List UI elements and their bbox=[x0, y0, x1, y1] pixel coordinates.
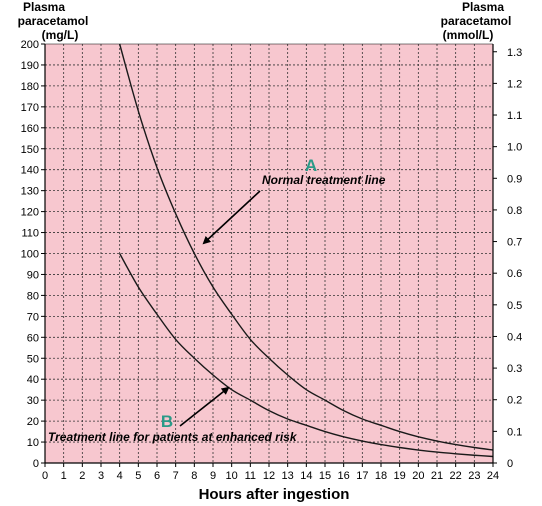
left-tick-label: 90 bbox=[27, 269, 39, 281]
x-tick-label: 18 bbox=[375, 470, 387, 482]
x-tick-label: 23 bbox=[468, 470, 480, 482]
x-tick-label: 8 bbox=[191, 470, 197, 482]
left-tick-label: 200 bbox=[21, 39, 39, 51]
x-tick-label: 24 bbox=[487, 470, 499, 482]
x-tick-label: 19 bbox=[394, 470, 406, 482]
right-tick-label: 0.3 bbox=[507, 363, 522, 375]
x-axis-ticks: 0 1 2 3 4 5 6 7 8 9 10 11 12 13 14 15 16 17 18 19 20 21 22 23 24 bbox=[42, 463, 499, 482]
right-tick-label: 0.7 bbox=[507, 237, 522, 249]
enhanced-risk-curve bbox=[119, 253, 494, 458]
left-tick-label: 0 bbox=[33, 458, 39, 470]
x-tick-label: 0 bbox=[42, 470, 48, 482]
normal-treatment-curve bbox=[118, 43, 494, 451]
right-tick-label: 0.1 bbox=[507, 426, 522, 438]
right-tick-label: 0.8 bbox=[507, 205, 522, 217]
x-tick-label: 15 bbox=[319, 470, 331, 482]
left-tick-label: 190 bbox=[21, 60, 39, 72]
left-axis-title-line2: paracetamol bbox=[18, 14, 89, 28]
left-tick-label: 130 bbox=[21, 186, 39, 198]
x-tick-label: 14 bbox=[300, 470, 312, 482]
left-axis-title-line1: Plasma bbox=[23, 0, 65, 14]
left-axis-ticks: 0 10 20 30 40 50 60 70 80 90 100 110 120 130 140 150 160… bbox=[21, 39, 45, 470]
right-tick-label: 0.2 bbox=[507, 395, 522, 407]
curve-b-letter: B bbox=[161, 412, 173, 431]
left-tick-label: 110 bbox=[21, 228, 39, 240]
left-tick-label: 10 bbox=[27, 437, 39, 449]
x-tick-label: 13 bbox=[282, 470, 294, 482]
left-axis-title-line3: (mg/L) bbox=[42, 28, 79, 42]
right-tick-label: 0.4 bbox=[507, 331, 522, 343]
right-tick-label: 1.3 bbox=[507, 47, 522, 59]
enhanced-risk-line-label: Treatment line for patients at enhanced … bbox=[48, 430, 298, 444]
x-tick-label: 21 bbox=[431, 470, 443, 482]
left-tick-label: 80 bbox=[27, 290, 39, 302]
right-axis-title-line3: (mmol/L) bbox=[443, 28, 494, 42]
x-tick-label: 20 bbox=[412, 470, 424, 482]
normal-line-arrow bbox=[202, 190, 261, 245]
right-axis-title-line1: Plasma bbox=[462, 0, 504, 14]
x-tick-label: 22 bbox=[450, 470, 462, 482]
left-tick-label: 50 bbox=[27, 353, 39, 365]
right-axis-title-line2: paracetamol bbox=[441, 14, 512, 28]
x-tick-label: 7 bbox=[173, 470, 179, 482]
left-tick-label: 180 bbox=[21, 81, 39, 93]
left-tick-label: 170 bbox=[21, 102, 39, 114]
x-tick-label: 6 bbox=[154, 470, 160, 482]
right-tick-label: 0.9 bbox=[507, 173, 522, 185]
left-tick-label: 140 bbox=[21, 165, 39, 177]
enhanced-line-arrow bbox=[179, 386, 230, 427]
left-tick-label: 20 bbox=[27, 416, 39, 428]
x-tick-label: 1 bbox=[61, 470, 67, 482]
x-tick-label: 11 bbox=[245, 470, 256, 482]
x-tick-label: 4 bbox=[117, 470, 123, 482]
x-tick-label: 5 bbox=[135, 470, 141, 482]
x-tick-label: 12 bbox=[263, 470, 275, 482]
right-axis-ticks: 0 0.1 0.2 0.3 0.4 0.5 0.6 0.7 0.8 0.9 1.0 1.1 1.2 1.3 bbox=[493, 47, 522, 470]
right-tick-label: 1.2 bbox=[507, 78, 522, 90]
x-tick-label: 16 bbox=[338, 470, 350, 482]
x-tick-label: 17 bbox=[356, 470, 368, 482]
right-tick-label: 1.1 bbox=[507, 110, 522, 122]
left-tick-label: 70 bbox=[27, 311, 39, 323]
left-tick-label: 40 bbox=[27, 374, 39, 386]
left-tick-label: 160 bbox=[21, 123, 39, 135]
left-tick-label: 30 bbox=[27, 395, 39, 407]
right-tick-label: 1.0 bbox=[507, 142, 522, 154]
right-tick-label: 0.6 bbox=[507, 268, 522, 280]
x-tick-label: 10 bbox=[226, 470, 238, 482]
x-tick-label: 2 bbox=[79, 470, 85, 482]
left-tick-label: 60 bbox=[27, 332, 39, 344]
right-tick-label: 0 bbox=[507, 458, 513, 470]
x-tick-label: 3 bbox=[98, 470, 104, 482]
x-tick-label: 9 bbox=[210, 470, 216, 482]
x-axis-title: Hours after ingestion bbox=[199, 486, 350, 503]
normal-treatment-line-label: Normal treatment line bbox=[262, 173, 386, 187]
left-tick-label: 120 bbox=[21, 207, 39, 219]
right-tick-label: 0.5 bbox=[507, 300, 522, 312]
curves bbox=[118, 43, 494, 458]
left-tick-label: 100 bbox=[21, 249, 39, 261]
curve-a-letter: A bbox=[305, 156, 317, 175]
left-tick-label: 150 bbox=[21, 144, 39, 156]
